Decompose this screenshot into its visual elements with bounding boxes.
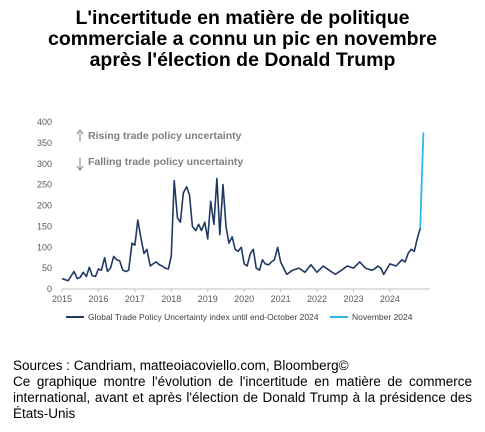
x-tick-label: 2022 bbox=[307, 294, 327, 304]
series-line bbox=[61, 177, 421, 282]
y-tick-label: 150 bbox=[37, 221, 52, 231]
title-line: commerciale a connu un pic en novembre bbox=[47, 28, 438, 50]
y-tick-label: 200 bbox=[37, 201, 52, 211]
y-tick-label: 0 bbox=[47, 284, 52, 294]
y-tick-label: 50 bbox=[42, 263, 52, 273]
title-line: après l'élection de Donald Trump bbox=[89, 49, 396, 71]
series-line bbox=[419, 132, 425, 229]
x-tick-label: 2017 bbox=[125, 294, 145, 304]
line-chart: 0 50 100 150 200 250 300 350 400 2015 2016 2017 2018… bbox=[37, 117, 430, 322]
series-lines bbox=[61, 132, 425, 282]
x-tick-label: 2021 bbox=[271, 294, 291, 304]
sources-note: Sources : Candriam, matteoiacoviello.com… bbox=[13, 358, 349, 373]
legend-label: November 2024 bbox=[352, 312, 413, 322]
chart-title: L'incertitude en matière de politique co… bbox=[0, 8, 485, 71]
annotation-label: Rising trade policy uncertainty bbox=[88, 130, 242, 142]
x-tick-label: 2018 bbox=[161, 294, 181, 304]
x-tick-label: 2023 bbox=[343, 294, 363, 304]
annotations: Rising trade policy uncertainty Falling t… bbox=[76, 129, 243, 171]
x-tick-label: 2015 bbox=[52, 294, 72, 304]
y-tick-label: 100 bbox=[37, 242, 52, 252]
annotation-label: Falling trade policy uncertainty bbox=[88, 156, 243, 168]
footer: Sources : Candriam, matteoiacoviello.com… bbox=[13, 358, 472, 422]
arrow-up-icon bbox=[76, 129, 84, 135]
axes: 0 50 100 150 200 250 300 350 400 2015 2016 2017 2018… bbox=[37, 117, 430, 304]
legend: Global Trade Policy Uncertainty index un… bbox=[66, 312, 413, 322]
title-line: L'incertitude en matière de politique bbox=[75, 7, 410, 29]
x-tick-label: 2019 bbox=[198, 294, 218, 304]
y-tick-label: 350 bbox=[37, 138, 52, 148]
y-tick-label: 300 bbox=[37, 159, 52, 169]
chart-description: Ce graphique montre l'évolution de l'inc… bbox=[13, 374, 472, 421]
x-tick-label: 2020 bbox=[234, 294, 254, 304]
x-tick-label: 2016 bbox=[88, 294, 108, 304]
arrow-down-icon bbox=[76, 165, 84, 171]
legend-label: Global Trade Policy Uncertainty index un… bbox=[88, 312, 319, 322]
x-tick-label: 2024 bbox=[380, 294, 400, 304]
y-tick-label: 250 bbox=[37, 180, 52, 190]
y-tick-label: 400 bbox=[37, 117, 52, 127]
